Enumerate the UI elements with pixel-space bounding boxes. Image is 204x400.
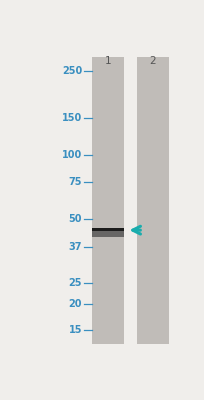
Text: 100: 100 xyxy=(61,150,82,160)
Bar xyxy=(92,230,124,237)
Text: 250: 250 xyxy=(61,66,82,76)
Text: 150: 150 xyxy=(61,113,82,123)
Text: 37: 37 xyxy=(68,242,82,252)
Text: 50: 50 xyxy=(68,214,82,224)
Text: 25: 25 xyxy=(68,278,82,288)
Bar xyxy=(136,57,168,344)
Bar xyxy=(92,57,124,344)
Text: 15: 15 xyxy=(68,326,82,336)
Text: 20: 20 xyxy=(68,299,82,309)
Bar xyxy=(92,228,124,230)
Text: 1: 1 xyxy=(104,56,111,66)
Text: 2: 2 xyxy=(149,56,155,66)
Text: 75: 75 xyxy=(68,177,82,187)
